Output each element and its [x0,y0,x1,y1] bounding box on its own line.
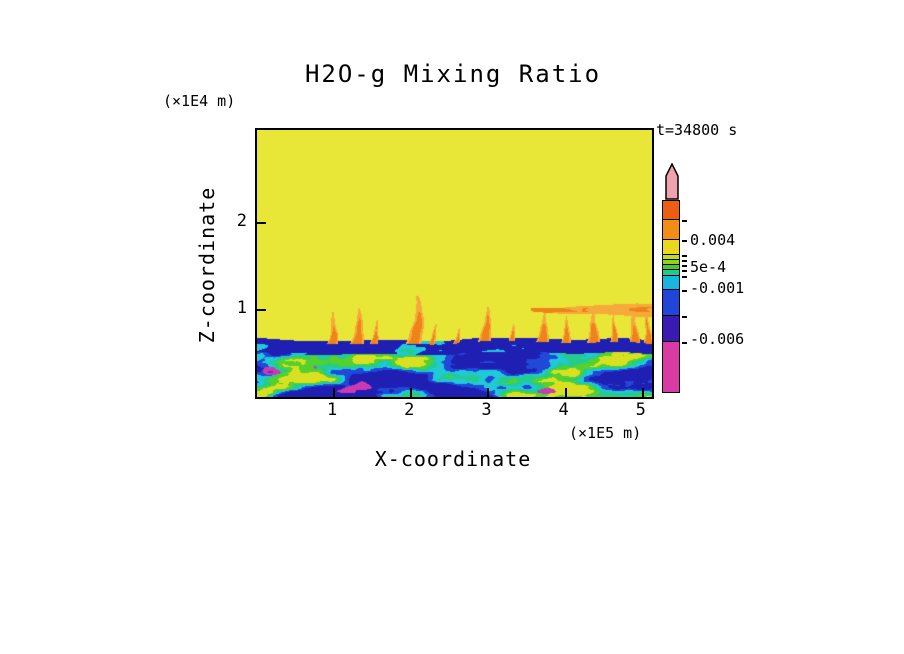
colorbar-tick [682,254,687,257]
colorbar-tick [682,259,687,262]
colorbar-segment [663,260,679,265]
colorbar-segment [663,342,679,392]
colorbar-label: -0.001 [690,279,745,298]
colorbar-tick [682,264,687,267]
colorbar: 0.004 5e-4 -0.001 -0.006 [662,163,832,408]
colorbar-segment [663,220,679,240]
x-axis-units: (×1E5 m) [569,424,642,442]
x-axis-label: X-coordinate [374,447,532,471]
x-major-tick [564,388,567,397]
x-major-tick [487,388,490,397]
colorbar-label: 5e-4 [690,258,727,277]
heatmap-canvas [257,130,652,397]
colorbar-tick [682,239,687,242]
y-tick-label: 1 [236,298,247,319]
y-tick-label: 2 [236,211,247,232]
colorbar-tick [682,289,687,292]
colorbar-tick [682,275,687,278]
x-tick-label: 2 [404,400,415,420]
colorbar-label: 0.004 [690,230,736,249]
colorbar-tick [682,315,687,318]
colorbar-overflow-arrow-icon [665,163,679,200]
colorbar-label: -0.006 [690,330,745,349]
colorbar-segment [663,240,679,255]
timestamp-label: t=34800 s [656,121,738,139]
y-axis-label: Z-coordinate [195,186,219,344]
colorbar-segment [663,270,679,276]
x-tick-label: 5 [635,400,646,420]
y-axis-units: (×1E4 m) [163,92,236,110]
colorbar-scale [662,200,680,393]
plot-area [255,128,654,399]
colorbar-tick [682,341,687,344]
colorbar-segment [663,316,679,342]
x-tick-label: 3 [481,400,492,420]
x-tick-label: 4 [558,400,569,420]
colorbar-segment [663,255,679,260]
y-major-tick [257,309,266,312]
x-major-tick [333,388,336,397]
colorbar-tick [682,269,687,272]
x-tick-label: 1 [327,400,338,420]
colorbar-segment [663,265,679,270]
y-major-tick [257,222,266,225]
x-major-tick [410,388,413,397]
colorbar-tick [682,219,687,222]
colorbar-segment [663,201,679,220]
x-major-tick [641,388,644,397]
chart-title: H2O-g Mixing Ratio [304,60,602,88]
colorbar-segment [663,290,679,316]
colorbar-segment [663,276,679,290]
